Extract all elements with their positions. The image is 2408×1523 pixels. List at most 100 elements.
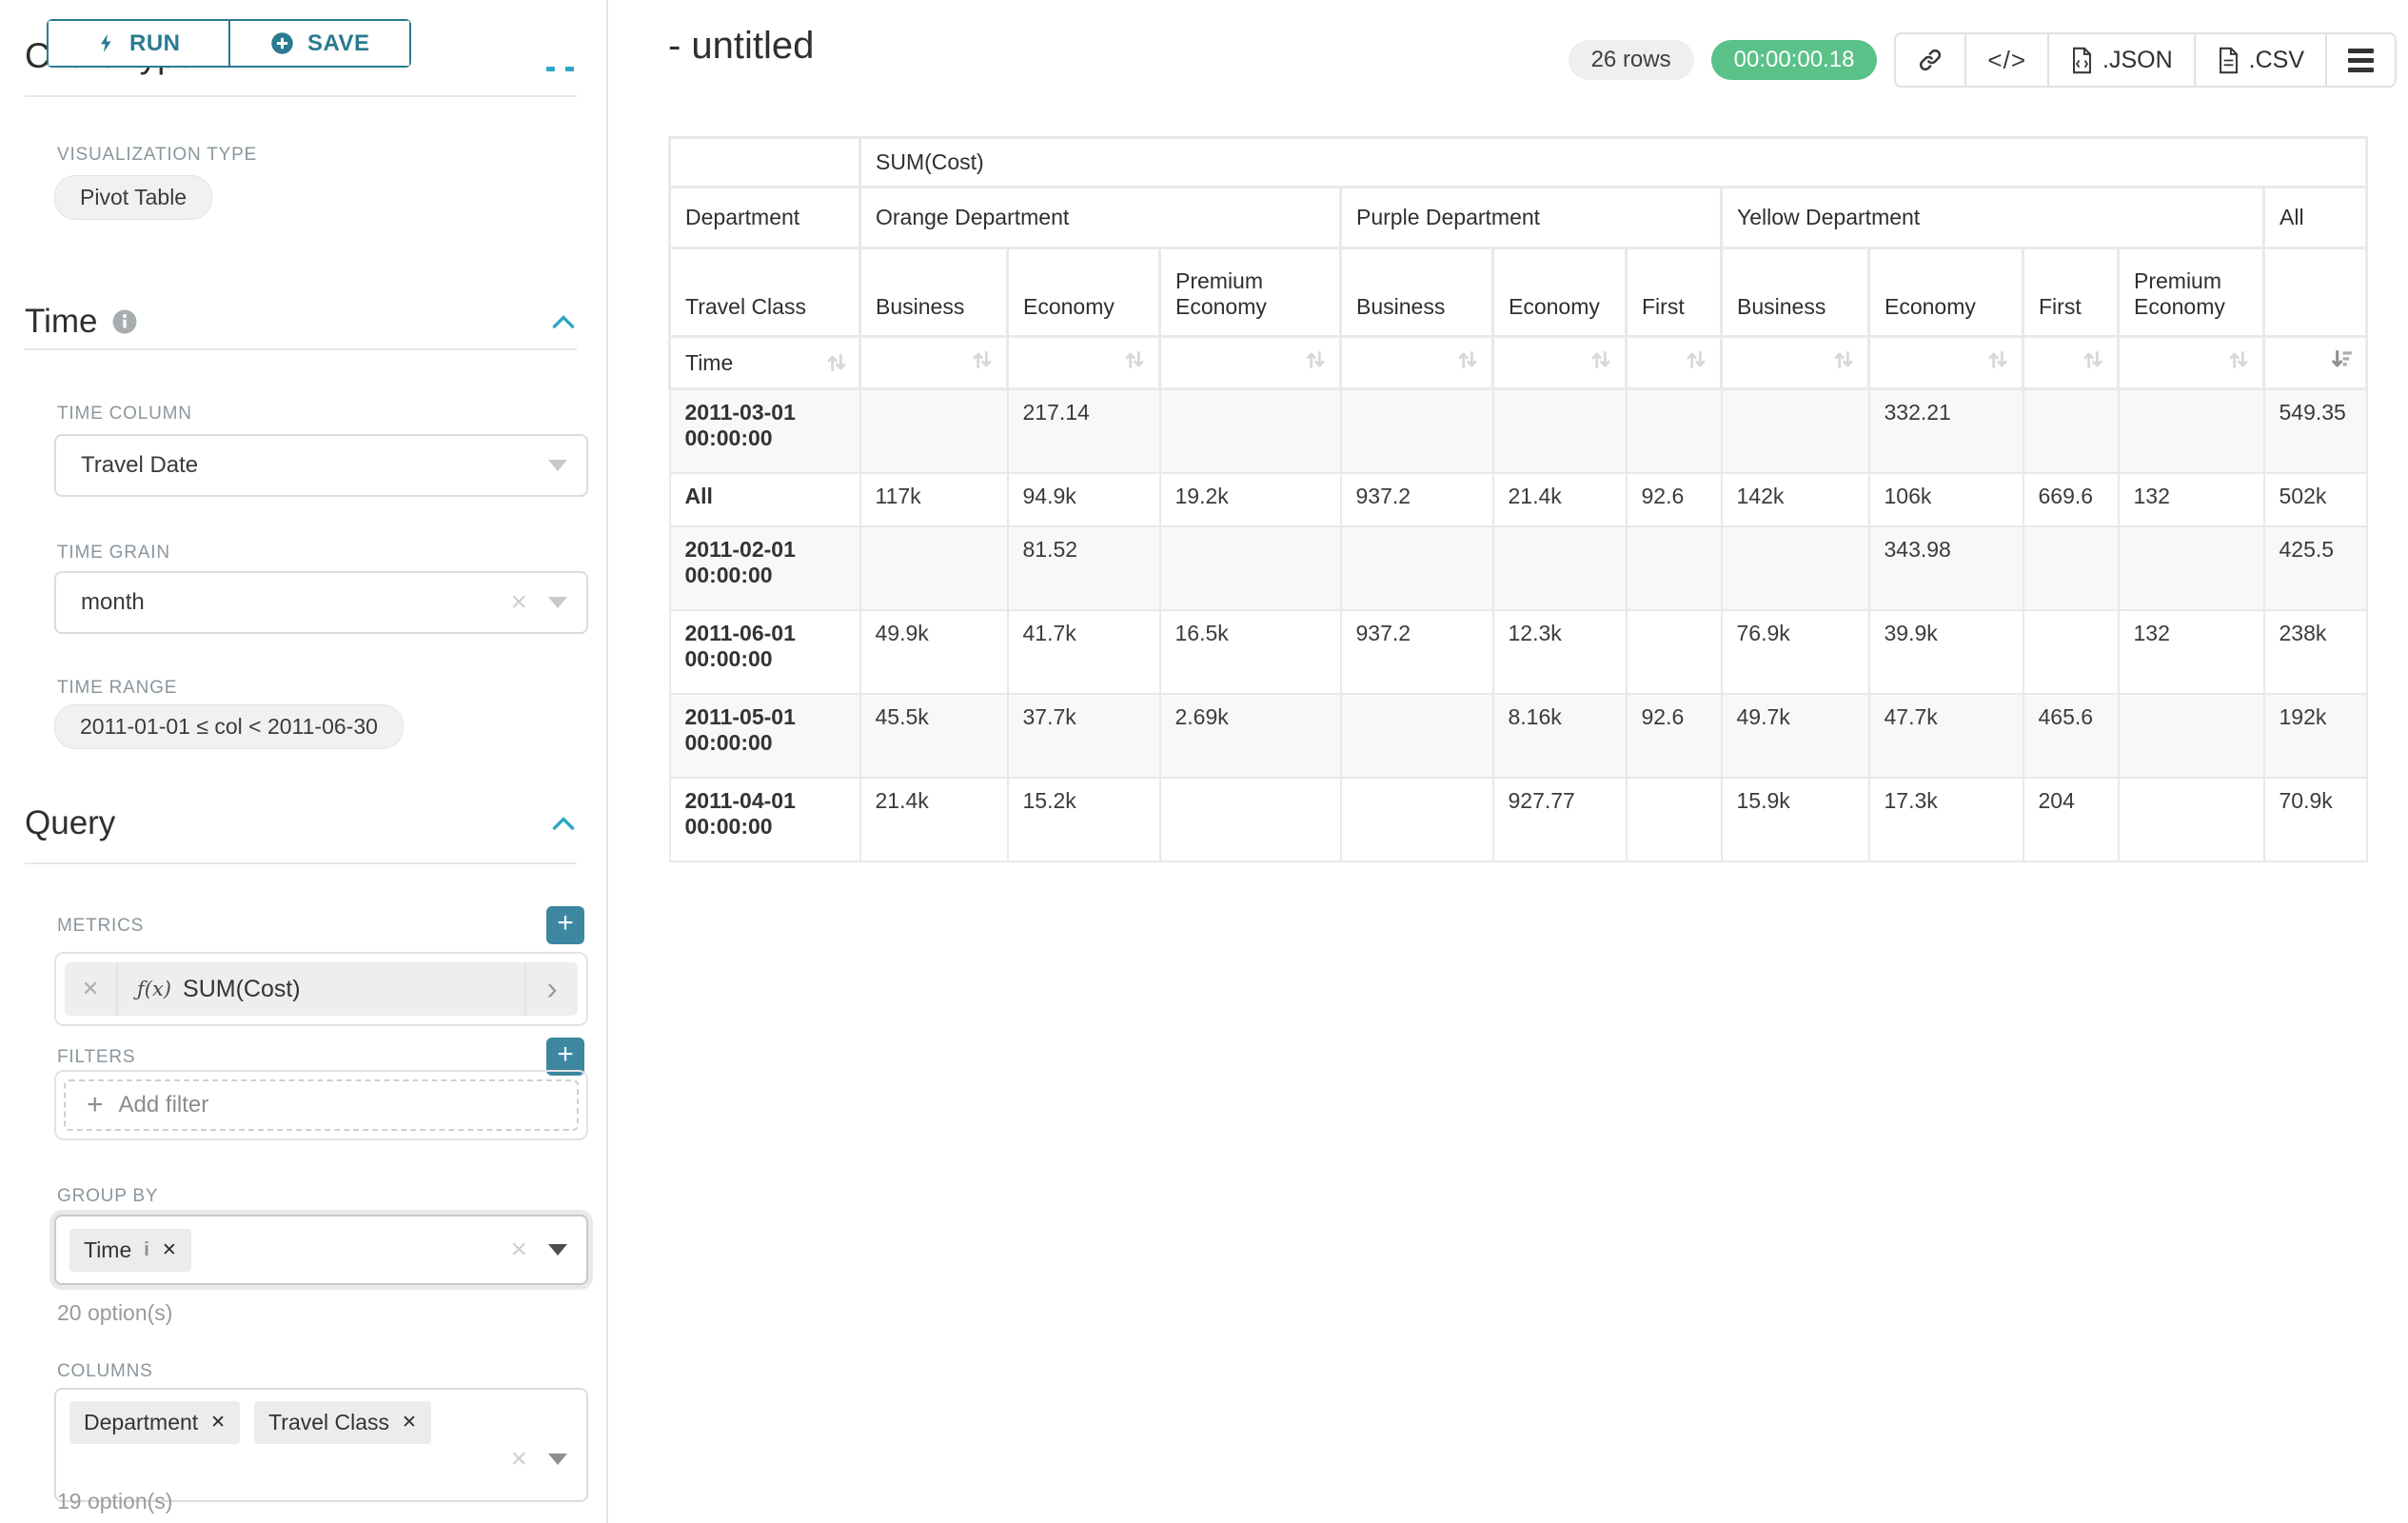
embed-code-button[interactable]: </> xyxy=(1964,34,2048,86)
chevron-up-icon[interactable] xyxy=(550,313,577,330)
pivot-sort-cell xyxy=(2262,335,2368,390)
sort-icon[interactable] xyxy=(1985,347,2010,372)
pivot-value-cell xyxy=(2022,524,2120,611)
pivot-data-row: 2011-06-01 00:00:00 49.9k 41.7k 16.5k 937.2 1… xyxy=(668,608,2368,695)
chevron-up-icon[interactable] xyxy=(550,815,577,832)
visualization-type-value[interactable]: Pivot Table xyxy=(54,175,213,220)
add-filter-plus-button[interactable]: + xyxy=(546,1038,584,1076)
pivot-value-cell xyxy=(1339,776,1494,862)
pivot-value-cell: 12.3k xyxy=(1491,608,1628,695)
query-section-header[interactable]: Query xyxy=(25,804,577,842)
sort-desc-icon[interactable] xyxy=(2329,347,2354,372)
pivot-value-cell xyxy=(2117,692,2265,779)
pivot-data-row: 2011-04-01 00:00:00 21.4k 15.2k 927.77 15.9k… xyxy=(668,776,2368,862)
sort-icon[interactable] xyxy=(970,347,995,372)
pivot-value-cell: 132 xyxy=(2117,471,2265,527)
section-divider xyxy=(25,348,577,350)
pivot-value-cell: 117k xyxy=(859,471,1009,527)
save-button[interactable]: SAVE xyxy=(227,21,409,66)
function-icon: ƒ(x) xyxy=(137,978,172,1000)
time-range-value[interactable]: 2011-01-01 ≤ col < 2011-06-30 xyxy=(54,704,404,749)
group-by-options-hint: 20 option(s) xyxy=(57,1300,173,1325)
add-filter-button[interactable]: + Add filter xyxy=(64,1079,579,1131)
chip-label: Department xyxy=(84,1410,199,1434)
time-grain-select[interactable]: month × xyxy=(54,571,588,634)
sort-icon[interactable] xyxy=(1831,347,1856,372)
scroll-indicator-dot xyxy=(565,67,574,71)
pivot-value-cell: 937.2 xyxy=(1339,471,1494,527)
pivot-value-cell: 21.4k xyxy=(1491,471,1628,527)
file-csv-icon xyxy=(2219,47,2238,73)
pivot-row-label: 2011-05-01 00:00:00 xyxy=(668,692,861,779)
pivot-class-header: Business xyxy=(1720,247,1870,338)
time-column-label: TIME COLUMN xyxy=(57,404,192,424)
pivot-value-cell: 45.5k xyxy=(859,692,1009,779)
row-count-badge: 26 rows xyxy=(1568,40,1694,80)
remove-chip-icon[interactable]: ✕ xyxy=(161,1239,177,1260)
sort-icon[interactable] xyxy=(1303,347,1328,372)
pivot-value-cell xyxy=(1158,776,1342,862)
pivot-row-label: 2011-02-01 00:00:00 xyxy=(668,524,861,611)
download-json-button[interactable]: .JSON xyxy=(2047,34,2194,86)
pivot-value-cell: 49.9k xyxy=(859,608,1009,695)
query-timer-badge: 00:00:00.18 xyxy=(1710,40,1878,80)
visualization-type-label: VISUALIZATION TYPE xyxy=(57,145,258,165)
sort-icon[interactable] xyxy=(1455,347,1480,372)
time-range-label: TIME RANGE xyxy=(57,678,178,698)
chart-title[interactable]: - untitled xyxy=(668,25,815,67)
remove-metric-icon[interactable]: ✕ xyxy=(65,962,118,1016)
metric-pill[interactable]: ✕ ƒ(x) SUM(Cost) › xyxy=(65,962,578,1016)
pivot-value-cell: 41.7k xyxy=(1006,608,1161,695)
pivot-value-cell: 37.7k xyxy=(1006,692,1161,779)
download-csv-label: .CSV xyxy=(2248,46,2304,73)
remove-chip-icon[interactable]: ✕ xyxy=(402,1413,417,1433)
remove-chip-icon[interactable]: ✕ xyxy=(210,1413,227,1433)
pivot-data-row: 2011-03-01 00:00:00 217.14 332.21 549.35 xyxy=(668,387,2368,474)
pivot-value-cell: 92.6 xyxy=(1625,692,1723,779)
sort-icon[interactable] xyxy=(2226,347,2251,372)
pivot-class-header: Business xyxy=(1339,247,1494,338)
code-icon: </> xyxy=(1987,45,2027,74)
file-json-icon xyxy=(2073,47,2092,73)
columns-select[interactable]: Department ✕ Travel Class ✕ × xyxy=(54,1388,588,1502)
info-icon[interactable]: i xyxy=(144,1238,149,1260)
plus-circle-icon xyxy=(271,32,293,54)
pivot-value-cell: 92.6 xyxy=(1625,471,1723,527)
pivot-value-cell: 39.9k xyxy=(1867,608,2024,695)
pivot-value-cell: 17.3k xyxy=(1867,776,2024,862)
run-button[interactable]: RUN xyxy=(49,21,228,66)
sort-icon[interactable] xyxy=(1122,347,1147,372)
pivot-class-header: Business xyxy=(859,247,1009,338)
pivot-value-cell: 332.21 xyxy=(1867,387,2024,474)
clear-icon[interactable]: × xyxy=(510,586,527,618)
filters-control: + Add filter xyxy=(54,1070,588,1140)
group-by-select[interactable]: Time i ✕ × xyxy=(54,1215,588,1285)
sort-icon[interactable] xyxy=(1684,347,1708,372)
clear-icon[interactable]: × xyxy=(510,1443,527,1474)
copy-link-button[interactable] xyxy=(1896,34,1965,86)
download-csv-button[interactable]: .CSV xyxy=(2193,34,2325,86)
pivot-value-cell: 927.77 xyxy=(1491,776,1628,862)
menu-button[interactable] xyxy=(2325,34,2395,86)
pivot-value-cell xyxy=(2117,524,2265,611)
columns-chip-travel-class[interactable]: Travel Class ✕ xyxy=(254,1401,431,1444)
expand-caret-icon[interactable]: › xyxy=(524,962,578,1016)
clear-icon[interactable]: × xyxy=(510,1234,527,1265)
sort-icon[interactable] xyxy=(824,350,849,375)
pivot-value-cell xyxy=(1625,608,1723,695)
time-section-header[interactable]: Time xyxy=(25,303,577,341)
time-column-select[interactable]: Travel Date xyxy=(54,434,588,497)
pivot-value-cell: 192k xyxy=(2262,692,2368,779)
pivot-row-label: All xyxy=(668,471,861,527)
add-metric-button[interactable]: + xyxy=(546,906,584,944)
pivot-value-cell xyxy=(1720,524,1870,611)
columns-chip-department[interactable]: Department ✕ xyxy=(69,1401,241,1444)
pivot-group-header: Yellow Department xyxy=(1720,186,2265,249)
pivot-value-cell xyxy=(1720,387,1870,474)
pivot-value-cell: 465.6 xyxy=(2022,692,2120,779)
add-filter-label: Add filter xyxy=(118,1092,209,1118)
sort-icon[interactable] xyxy=(2081,347,2105,372)
group-by-chip-time[interactable]: Time i ✕ xyxy=(69,1228,191,1272)
chevron-down-icon xyxy=(548,1244,567,1256)
sort-icon[interactable] xyxy=(1589,347,1613,372)
